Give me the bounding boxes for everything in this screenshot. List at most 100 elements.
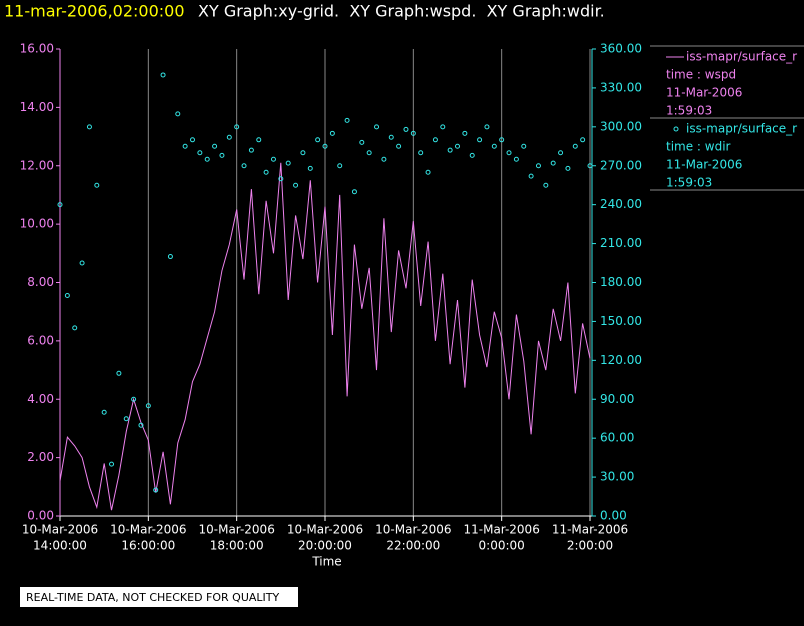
y2-tick-label: 330.00 xyxy=(600,80,642,94)
wdir-point xyxy=(138,422,144,428)
y-tick-label: 12.00 xyxy=(20,158,54,172)
wdir-point xyxy=(329,130,335,136)
x-tick-label: 10-Mar-2006 xyxy=(375,523,451,537)
wdir-point xyxy=(145,403,151,409)
wdir-point xyxy=(315,137,321,143)
wdir-point xyxy=(285,160,291,166)
wdir-point xyxy=(256,137,262,143)
wdir-point xyxy=(226,134,232,140)
wdir-point xyxy=(528,173,534,179)
wdir-point xyxy=(72,325,78,331)
y2-tick-label: 0.00 xyxy=(600,509,627,523)
legend-name: iss-mapr/surface_r xyxy=(686,50,797,64)
wdir-point xyxy=(499,137,505,143)
y-tick-label: 6.00 xyxy=(27,333,54,347)
wdir-point xyxy=(167,254,173,260)
x-tick-label: 10-Mar-2006 xyxy=(22,523,98,537)
wdir-point xyxy=(153,487,159,493)
wdir-point xyxy=(418,150,424,156)
legend-line: 1:59:03 xyxy=(666,176,712,190)
legend-line: time : wspd xyxy=(666,68,736,82)
x-tick-label: 10-Mar-2006 xyxy=(110,523,186,537)
y2-tick-label: 60.00 xyxy=(600,431,634,445)
wdir-point xyxy=(160,72,166,78)
wdir-point xyxy=(506,150,512,156)
y2-tick-label: 180.00 xyxy=(600,275,642,289)
y2-tick-label: 210.00 xyxy=(600,236,642,250)
wdir-point xyxy=(535,163,541,169)
wdir-point xyxy=(366,150,372,156)
wdir-point xyxy=(300,150,306,156)
wdir-point xyxy=(425,169,431,175)
wdir-point xyxy=(175,111,181,117)
y2-tick-label: 270.00 xyxy=(600,158,642,172)
wdir-point xyxy=(403,126,409,132)
wdir-point xyxy=(351,189,357,195)
wdir-point xyxy=(116,370,122,376)
wdir-point xyxy=(565,165,571,171)
wdir-point xyxy=(86,124,92,130)
wdir-point xyxy=(388,134,394,140)
wdir-point xyxy=(587,163,593,169)
x-tick-label: 22:00:00 xyxy=(386,539,440,553)
x-tick-label: 2:00:00 xyxy=(567,539,613,553)
wdir-point xyxy=(455,143,460,149)
y-tick-label: 10.00 xyxy=(20,217,54,231)
wdir-point xyxy=(381,156,387,162)
x-tick-label: 10-Mar-2006 xyxy=(198,523,274,537)
wdir-point xyxy=(57,202,63,208)
x-tick-label: 0:00:00 xyxy=(479,539,525,553)
wdir-point xyxy=(248,147,254,153)
wdir-point xyxy=(440,124,446,130)
wdir-point xyxy=(447,147,453,153)
wdir-point xyxy=(572,143,578,149)
wdir-point xyxy=(432,137,438,143)
wdir-point xyxy=(344,117,350,123)
wdir-point xyxy=(101,409,107,415)
x-tick-label: 16:00:00 xyxy=(121,539,175,553)
wdir-point xyxy=(278,176,284,182)
wdir-point xyxy=(190,137,195,143)
wdir-point xyxy=(580,137,586,143)
legend-name: iss-mapr/surface_r xyxy=(686,122,797,136)
wdir-point xyxy=(521,143,527,149)
wdir-point xyxy=(64,292,70,298)
wdir-point xyxy=(513,156,519,162)
x-tick-label: 14:00:00 xyxy=(33,539,87,553)
notice-box xyxy=(20,587,298,607)
x-tick-label: 11-Mar-2006 xyxy=(552,523,628,537)
wdir-point xyxy=(491,143,497,149)
graph-titles: XY Graph:xy-grid. XY Graph:wspd. XY Grap… xyxy=(198,2,605,21)
x-tick-label: 10-Mar-2006 xyxy=(287,523,363,537)
y-tick-label: 2.00 xyxy=(27,450,54,464)
x-tick-label: 11-Mar-2006 xyxy=(463,523,539,537)
legend-line: 11-Mar-2006 xyxy=(666,86,742,100)
wdir-point xyxy=(469,152,475,158)
wdir-point xyxy=(293,182,299,188)
wdir-point xyxy=(462,130,468,136)
y2-tick-label: 120.00 xyxy=(600,353,642,367)
y2-tick-label: 90.00 xyxy=(600,392,634,406)
wdir-point xyxy=(219,152,225,158)
wdir-point xyxy=(396,143,402,149)
wdir-point xyxy=(131,396,137,402)
legend-swatch xyxy=(673,126,679,132)
y2-tick-label: 150.00 xyxy=(600,314,642,328)
wspd-line xyxy=(59,162,591,511)
wdir-point xyxy=(94,182,100,188)
x-tick-label: 18:00:00 xyxy=(210,539,264,553)
wdir-point xyxy=(182,143,188,149)
y2-tick-label: 30.00 xyxy=(600,470,634,484)
wdir-point xyxy=(123,416,129,422)
y-tick-label: 14.00 xyxy=(20,100,54,114)
wdir-point xyxy=(204,156,210,162)
legend-line: time : wdir xyxy=(666,140,731,154)
wdir-point xyxy=(234,124,240,130)
y-tick-label: 4.00 xyxy=(27,392,54,406)
wdir-point xyxy=(307,165,313,171)
wdir-point xyxy=(322,143,328,149)
wdir-point xyxy=(212,143,218,149)
wdir-point xyxy=(374,124,380,130)
